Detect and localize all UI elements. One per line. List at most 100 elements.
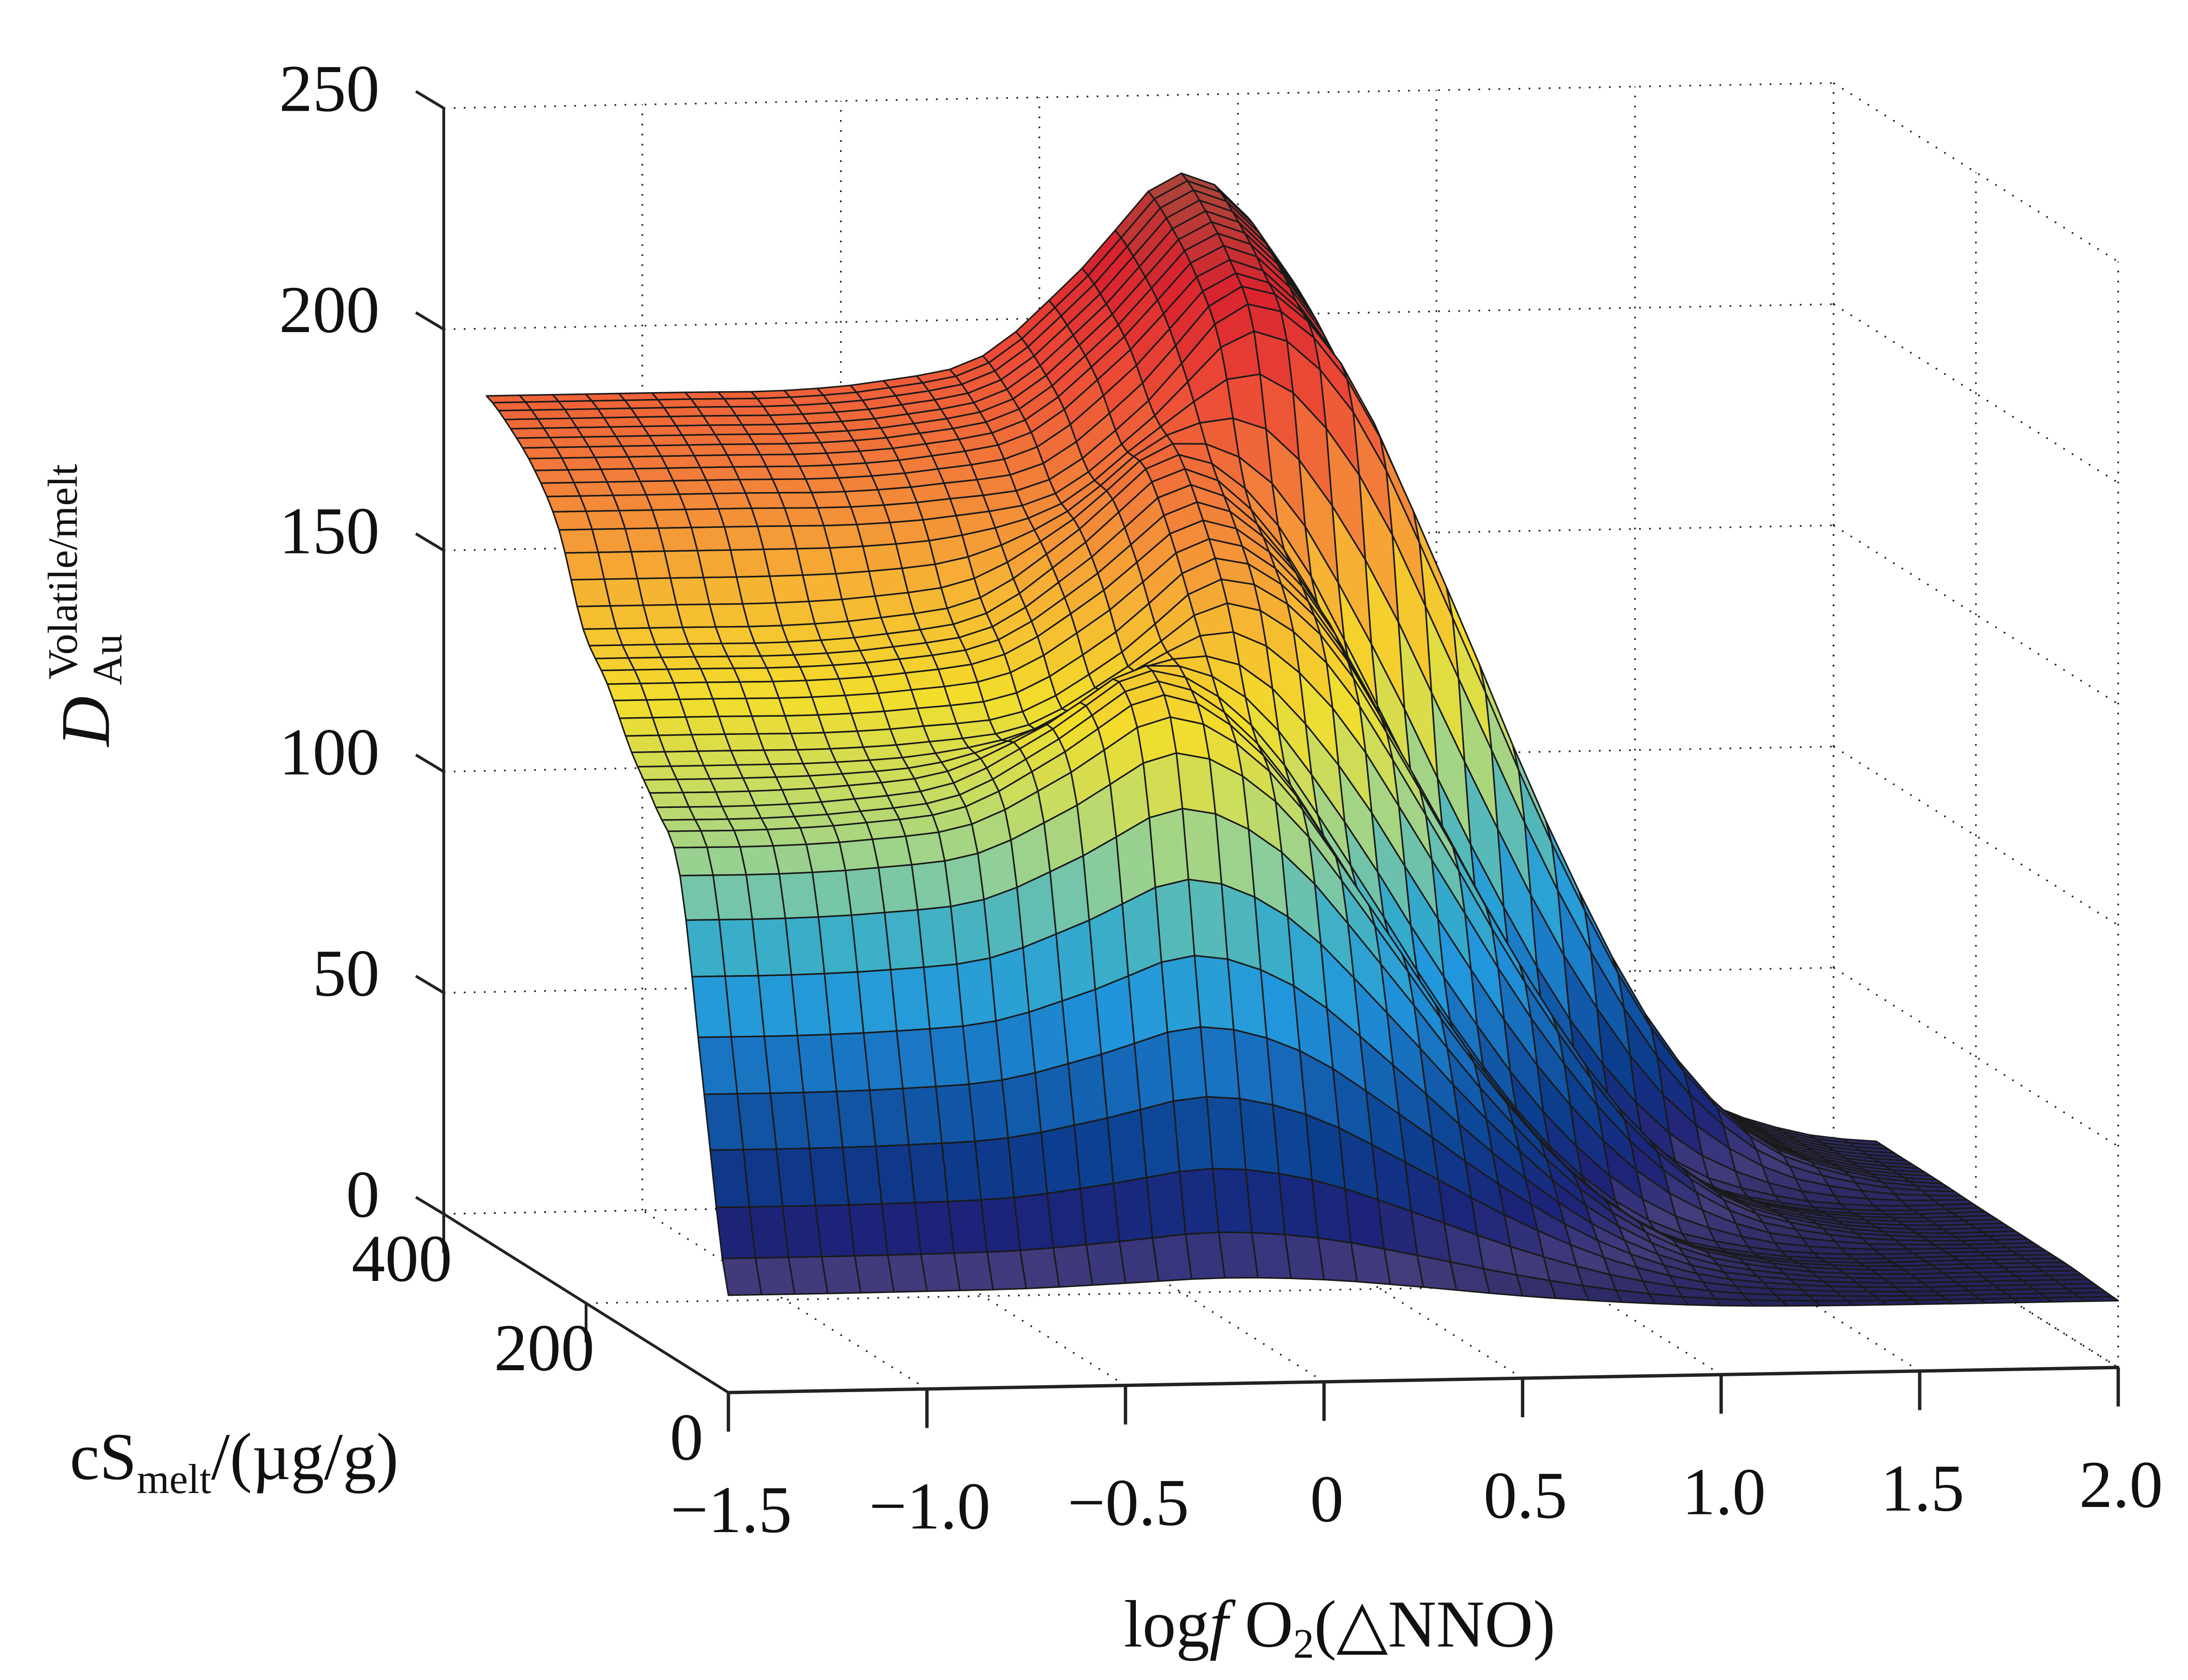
z-tick-label: 200 (279, 273, 380, 347)
surface-cell (570, 578, 611, 607)
x-tick-label: 1.5 (1881, 1452, 1964, 1526)
surface-cell (582, 627, 623, 647)
surface-cell (905, 831, 946, 866)
surface-cell (884, 909, 925, 971)
surface-cell (594, 657, 635, 672)
surface-cell (878, 864, 919, 913)
surface-cell (829, 545, 870, 575)
surface-cell (516, 437, 557, 449)
grid-line-floor-c (586, 1277, 1976, 1304)
y-axis-title: cSmelt/(µg/g) (70, 1420, 399, 1502)
surface-cell (564, 551, 605, 581)
surface-cell (1179, 1167, 1220, 1235)
surface-cell (883, 501, 924, 524)
surface-cell (1154, 879, 1195, 963)
surface-cell (685, 919, 726, 978)
surface-cell (799, 664, 840, 681)
surface-cell (1088, 903, 1129, 991)
surface-cell (799, 825, 841, 846)
grid-line-floor-c (443, 1188, 1834, 1215)
x-axis-title-sub: 2 (1293, 1621, 1314, 1667)
surface-cell (1079, 1182, 1121, 1246)
surface-cell (552, 510, 593, 531)
surface-cell (588, 644, 629, 660)
z-tick-label: 150 (279, 494, 380, 568)
surface-cell (619, 717, 660, 737)
axes (415, 90, 2120, 1432)
surface-cell (868, 567, 909, 597)
surface-cell (1034, 1063, 1075, 1133)
y-axis-title-rest: /(µg/g) (211, 1420, 399, 1494)
surface-cell (1073, 1117, 1114, 1189)
surface-cell (974, 1137, 1015, 1201)
surface-cell (1148, 807, 1189, 888)
surface-cell (1152, 1233, 1193, 1282)
surface-cell (1134, 1031, 1174, 1111)
surface-cell (510, 427, 551, 439)
surface-cell (528, 457, 569, 472)
surface-cell (1046, 1187, 1087, 1249)
y-axis-title-sub: melt (137, 1456, 211, 1502)
x-tick-label: 0.5 (1483, 1459, 1567, 1533)
y-tick-label: 400 (352, 1222, 452, 1296)
surface-cell (1140, 1100, 1181, 1179)
z-tick-label: 250 (279, 52, 380, 126)
surface-cell (625, 734, 666, 753)
surface-cell (1101, 1042, 1141, 1119)
surface-cell (895, 540, 936, 569)
surface-cell (607, 682, 647, 701)
x-axis-line (728, 1366, 2119, 1394)
surface-cell (844, 692, 885, 714)
surface-cell (1113, 1177, 1154, 1242)
surface-cell (673, 846, 714, 877)
surface-cell (856, 728, 897, 748)
surface-cell (805, 841, 847, 873)
surface-cell (1146, 1171, 1187, 1239)
z-axis-tick (415, 532, 445, 552)
surface-cell (691, 975, 732, 1038)
surface-cell (1040, 1124, 1081, 1194)
x-axis-title-rest: (△NNO) (1314, 1587, 1555, 1661)
surface-cell (697, 1036, 738, 1095)
z-axis-tick (415, 311, 445, 331)
surface-cell (576, 605, 617, 630)
surface-cell (850, 710, 891, 732)
z-axis-tick (415, 753, 445, 773)
surface-cell (838, 475, 879, 493)
surface-cell (845, 867, 886, 916)
surface-cell (1161, 954, 1201, 1033)
x-tick-label: −1.0 (869, 1469, 990, 1543)
surface-cell (1055, 919, 1096, 1002)
surface-cell (889, 519, 930, 545)
surface-cell (1052, 1244, 1094, 1288)
surface-cell (1022, 933, 1063, 1013)
surface-cell (1028, 1000, 1069, 1074)
grid-line-right-z (1833, 82, 2119, 263)
surface-cell (808, 599, 849, 625)
surface-cell (522, 447, 563, 460)
surface-cell (498, 409, 539, 420)
z-tick-label: 100 (279, 715, 380, 789)
surface-cell (643, 778, 684, 794)
surface-cell (838, 675, 879, 696)
z-tick-label: 50 (313, 937, 380, 1011)
surface-cell (534, 469, 575, 484)
z-tick-label: 0 (346, 1158, 380, 1232)
surface-mesh (486, 172, 2119, 1307)
surface-cell (872, 835, 913, 869)
grid-line-back-z (443, 303, 1834, 330)
surface-cell (962, 1020, 1003, 1085)
surface-cell (1142, 752, 1183, 819)
surface-cell (661, 819, 702, 832)
surface-cell (923, 963, 964, 1030)
surface-cell (1094, 975, 1135, 1055)
surface-cell (950, 899, 991, 965)
surface-cell (1019, 1247, 1061, 1290)
surface-cell (944, 853, 985, 907)
surface-cell (968, 1079, 1009, 1142)
surface-cell (667, 830, 708, 849)
tick-labels: 0 50 100 150 200 250 −1.5 −1.0 −0.5 0 0.5 1.0 1.5 2.0… (279, 52, 2163, 1547)
surface-cell (1167, 1026, 1207, 1102)
x-tick-label: 0 (1310, 1462, 1344, 1536)
surface-cell (600, 669, 641, 685)
